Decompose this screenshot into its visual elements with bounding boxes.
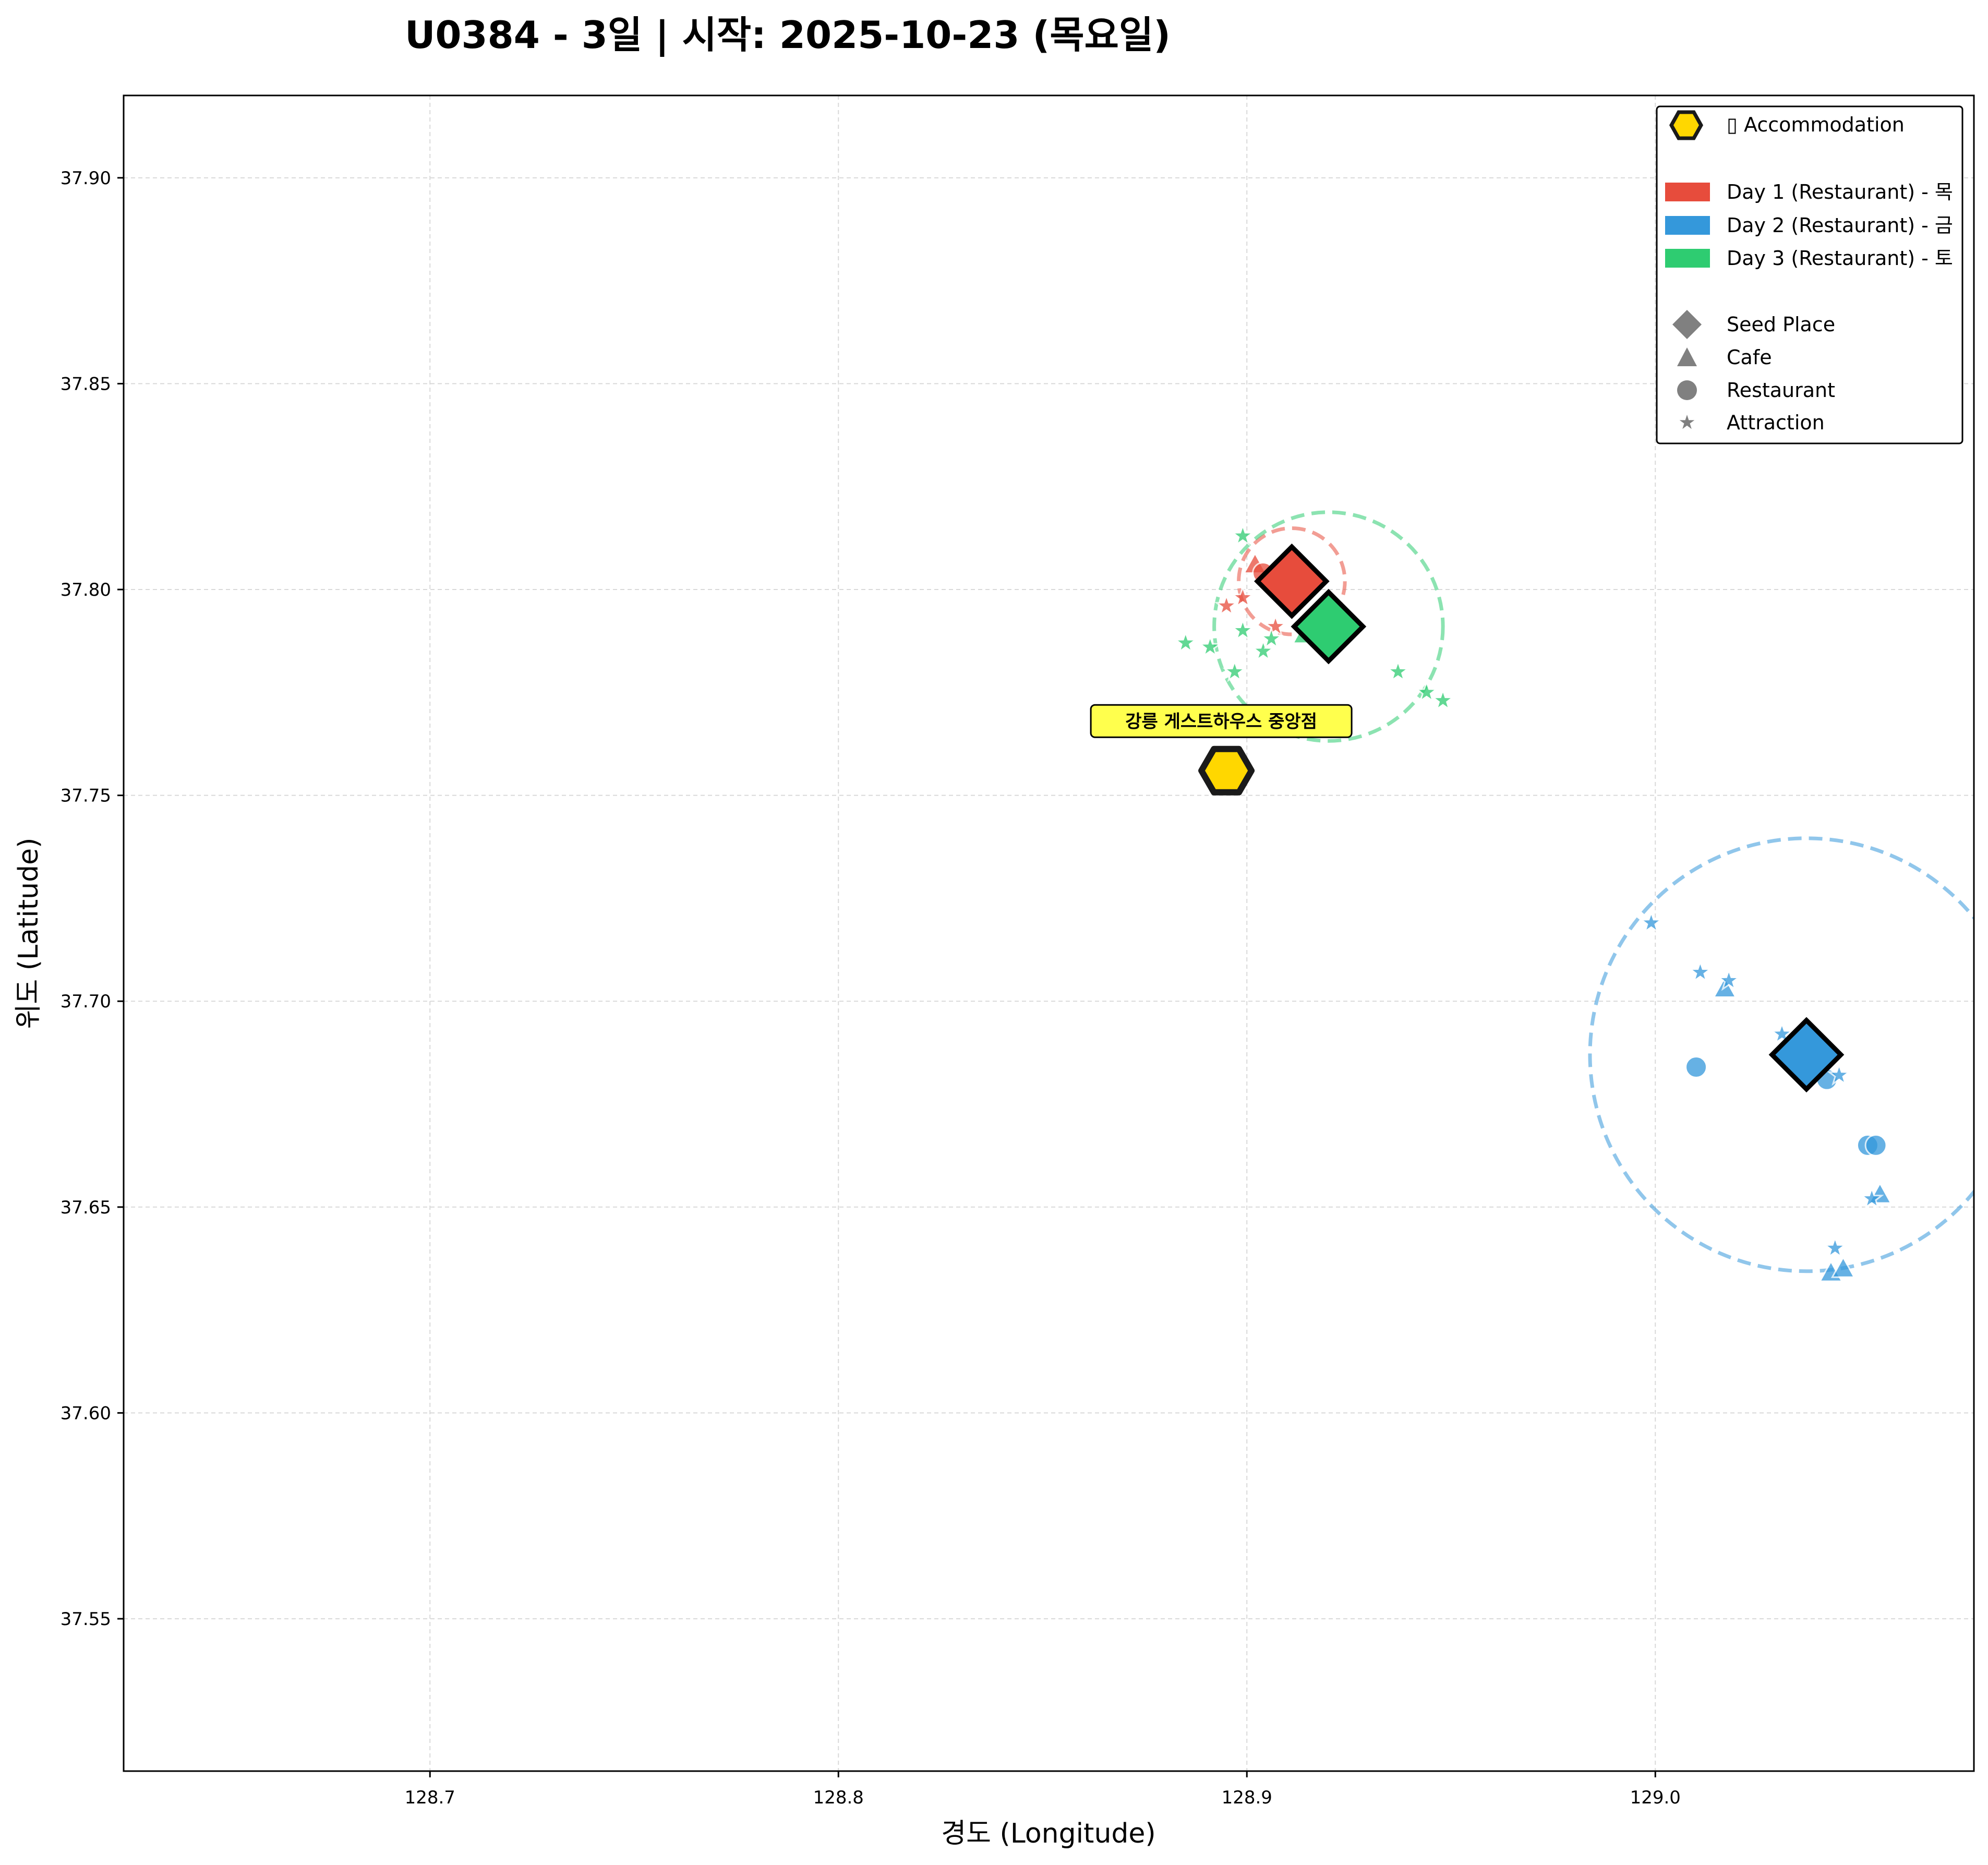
day2-attraction-marker — [1827, 1062, 1851, 1086]
day3-attraction-marker — [1385, 659, 1411, 682]
plot-area-frame — [123, 94, 1975, 1772]
radius-circles — [1212, 510, 1974, 1273]
legend-accommodation-icon — [1669, 110, 1704, 140]
legend-day3-label: Day 3 (Restaurant) - 토 — [1727, 247, 1953, 270]
legend-frame — [1656, 105, 1963, 444]
legend-seed-place-label: Seed Place — [1727, 313, 1835, 336]
legend-seed-place-icon — [1672, 310, 1702, 339]
accommodation-label: 강릉 게스트하우스 중앙점 — [1125, 711, 1317, 732]
day3-attraction-marker — [1198, 634, 1223, 658]
legend-cafe-icon — [1677, 347, 1697, 366]
legend-restaurant-label: Restaurant — [1727, 379, 1835, 402]
day3-attraction-marker — [1430, 688, 1455, 712]
day2-attraction-marker — [1823, 1235, 1848, 1259]
y-axis-label: 위도 (Latitude) — [13, 838, 44, 1029]
day3-attraction-marker — [1414, 679, 1439, 703]
day2-attraction-marker — [1769, 1021, 1794, 1045]
x-tick-label: 128.7 — [405, 1787, 455, 1808]
day2-seed-place-marker — [1768, 1017, 1845, 1093]
chart-title: U0384 - 3일 | 시작: 2025-10-23 (목요일) — [405, 13, 1171, 57]
x-axis-ticks: 128.7 128.8 128.9 129.0 — [405, 1771, 1681, 1808]
y-tick-label: 37.85 — [61, 374, 111, 394]
seed-markers — [1254, 543, 1845, 1093]
day2-attraction-marker — [1639, 910, 1664, 934]
y-tick-label: 37.75 — [61, 786, 111, 807]
x-tick-label: 129.0 — [1630, 1787, 1681, 1808]
place-markers — [1173, 523, 1893, 1282]
day2-cafe-marker — [1830, 1256, 1856, 1278]
day2-attraction-marker — [1688, 959, 1713, 983]
day3-radius-circle — [1212, 510, 1445, 743]
y-axis-ticks: 37.55 37.60 37.65 37.70 37.75 37.80 37.85 37.90 — [61, 168, 124, 1630]
day3-seed-place-marker — [1291, 588, 1367, 665]
day1-seed-place-marker — [1254, 543, 1330, 619]
accommodation-marker — [1198, 745, 1255, 796]
day2-attraction-marker — [1859, 1186, 1884, 1209]
x-tick-label: 128.9 — [1222, 1787, 1272, 1808]
legend-day1-label: Day 1 (Restaurant) - 목 — [1727, 181, 1953, 203]
x-axis-label: 경도 (Longitude) — [941, 1818, 1155, 1849]
day2-restaurant-marker — [1864, 1134, 1887, 1157]
accommodation-annotation: 강릉 게스트하우스 중앙점 — [1090, 704, 1353, 738]
day1-radius-circle — [1237, 526, 1347, 636]
legend-accommodation-label: ▯ Accommodation — [1727, 113, 1905, 136]
day2-attraction-marker — [1716, 968, 1741, 991]
y-tick-label: 37.80 — [61, 580, 111, 600]
y-tick-label: 37.70 — [61, 991, 111, 1012]
legend-day3-swatch — [1665, 249, 1710, 268]
accommodation-label-box — [1090, 704, 1353, 738]
legend-restaurant-icon — [1677, 380, 1697, 400]
y-tick-label: 37.60 — [61, 1403, 111, 1424]
day3-attraction-marker — [1222, 659, 1247, 682]
day2-radius-circle — [1588, 836, 1974, 1273]
day3-attraction-marker — [1251, 638, 1275, 662]
y-tick-label: 37.55 — [61, 1609, 111, 1630]
legend-cafe-label: Cafe — [1727, 346, 1772, 369]
day3-attraction-marker — [1259, 626, 1284, 649]
day1-attraction-marker — [1231, 585, 1255, 608]
day3-attraction-marker — [1231, 618, 1255, 641]
legend-attraction-label: Attraction — [1727, 411, 1825, 434]
legend: ▯ Accommodation Day 1 (Restaurant) - 목 D… — [1656, 105, 1963, 444]
legend-day2-swatch — [1665, 216, 1710, 235]
y-tick-label: 37.90 — [61, 168, 111, 189]
y-tick-label: 37.65 — [61, 1197, 111, 1218]
day1-attraction-marker — [1263, 613, 1288, 637]
day3-attraction-marker — [1173, 630, 1198, 654]
legend-day2-label: Day 2 (Restaurant) - 금 — [1727, 214, 1953, 237]
accommodation-layer — [1198, 745, 1255, 796]
x-tick-label: 128.8 — [813, 1787, 864, 1808]
day1-attraction-marker — [1214, 593, 1239, 617]
legend-day1-swatch — [1665, 183, 1710, 201]
legend-attraction-icon — [1679, 415, 1695, 429]
day3-attraction-marker — [1231, 523, 1255, 547]
day2-restaurant-marker — [1685, 1055, 1708, 1078]
